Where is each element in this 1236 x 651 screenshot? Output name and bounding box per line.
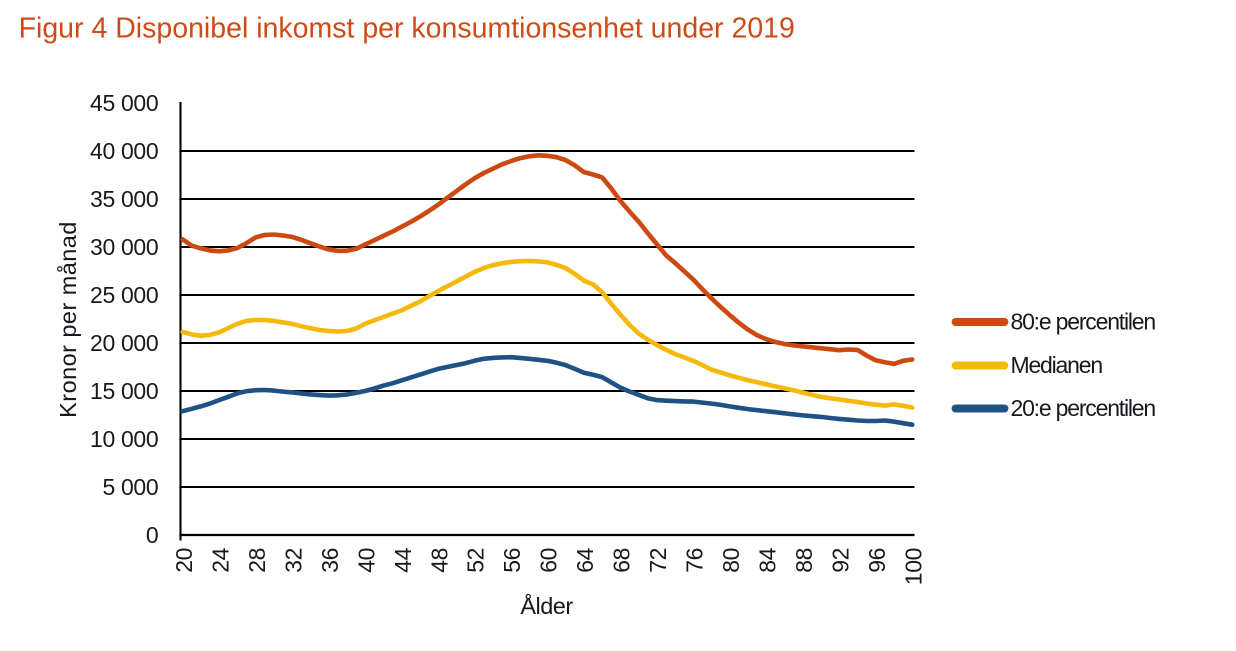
svg-text:0: 0 xyxy=(146,522,158,548)
svg-text:30 000: 30 000 xyxy=(90,234,158,260)
svg-text:10 000: 10 000 xyxy=(90,426,158,452)
svg-text:72: 72 xyxy=(645,548,671,573)
svg-text:Medianen: Medianen xyxy=(1011,352,1103,378)
svg-text:100: 100 xyxy=(901,548,927,585)
svg-text:25 000: 25 000 xyxy=(90,282,158,308)
svg-text:Kronor per månad: Kronor per månad xyxy=(55,221,81,418)
svg-text:76: 76 xyxy=(682,548,708,573)
svg-text:35 000: 35 000 xyxy=(90,186,158,212)
svg-text:5 000: 5 000 xyxy=(102,474,158,500)
svg-text:80:e percentilen: 80:e percentilen xyxy=(1011,309,1156,335)
svg-text:48: 48 xyxy=(426,548,452,573)
svg-text:88: 88 xyxy=(791,548,817,573)
svg-text:84: 84 xyxy=(755,547,781,572)
svg-text:40: 40 xyxy=(353,548,379,573)
svg-text:92: 92 xyxy=(828,548,854,573)
svg-text:28: 28 xyxy=(244,548,270,573)
svg-text:45 000: 45 000 xyxy=(90,90,158,116)
svg-text:15 000: 15 000 xyxy=(90,378,158,404)
svg-text:Ålder: Ålder xyxy=(520,592,573,619)
svg-text:40 000: 40 000 xyxy=(90,138,158,164)
svg-text:Figur 4 Disponibel inkomst per: Figur 4 Disponibel inkomst per konsumtio… xyxy=(19,13,795,45)
svg-text:24: 24 xyxy=(207,547,233,572)
svg-text:32: 32 xyxy=(280,548,306,573)
svg-text:64: 64 xyxy=(572,547,598,572)
svg-text:20: 20 xyxy=(171,548,197,573)
svg-text:20 000: 20 000 xyxy=(90,330,158,356)
svg-text:96: 96 xyxy=(864,548,890,573)
svg-text:56: 56 xyxy=(499,548,525,573)
svg-text:80: 80 xyxy=(718,548,744,573)
svg-text:68: 68 xyxy=(609,548,635,573)
svg-text:52: 52 xyxy=(463,548,489,573)
svg-text:44: 44 xyxy=(390,547,416,572)
svg-text:20:e percentilen: 20:e percentilen xyxy=(1011,395,1156,421)
svg-text:36: 36 xyxy=(317,548,343,573)
svg-text:60: 60 xyxy=(536,548,562,573)
